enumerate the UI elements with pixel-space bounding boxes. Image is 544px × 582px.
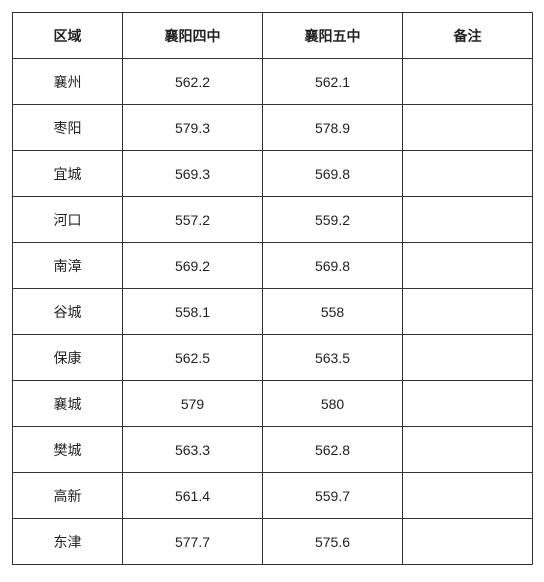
cell-school-1: 563.3 <box>123 427 263 473</box>
cell-region: 河口 <box>13 197 123 243</box>
table-row: 保康 562.5 563.5 <box>13 335 533 381</box>
cell-school-1: 577.7 <box>123 519 263 565</box>
cell-region: 襄城 <box>13 381 123 427</box>
cell-remark <box>403 197 533 243</box>
cell-school-1: 569.2 <box>123 243 263 289</box>
cell-remark <box>403 335 533 381</box>
table-row: 樊城 563.3 562.8 <box>13 427 533 473</box>
cell-school-1: 561.4 <box>123 473 263 519</box>
cell-region: 樊城 <box>13 427 123 473</box>
cell-school-2: 580 <box>263 381 403 427</box>
table-row: 南漳 569.2 569.8 <box>13 243 533 289</box>
score-table: 区域 襄阳四中 襄阳五中 备注 襄州 562.2 562.1 枣阳 579.3 … <box>12 12 533 565</box>
cell-school-2: 559.2 <box>263 197 403 243</box>
table-body: 襄州 562.2 562.1 枣阳 579.3 578.9 宜城 569.3 5… <box>13 59 533 565</box>
cell-region: 宜城 <box>13 151 123 197</box>
cell-school-2: 558 <box>263 289 403 335</box>
cell-remark <box>403 151 533 197</box>
cell-remark <box>403 105 533 151</box>
cell-school-2: 559.7 <box>263 473 403 519</box>
cell-school-2: 578.9 <box>263 105 403 151</box>
cell-remark <box>403 519 533 565</box>
col-header-region: 区域 <box>13 13 123 59</box>
col-header-school-2: 襄阳五中 <box>263 13 403 59</box>
cell-school-2: 562.1 <box>263 59 403 105</box>
cell-region: 高新 <box>13 473 123 519</box>
cell-school-1: 562.2 <box>123 59 263 105</box>
col-header-school-1: 襄阳四中 <box>123 13 263 59</box>
cell-school-1: 569.3 <box>123 151 263 197</box>
cell-remark <box>403 427 533 473</box>
cell-remark <box>403 59 533 105</box>
cell-region: 东津 <box>13 519 123 565</box>
cell-school-2: 569.8 <box>263 243 403 289</box>
table-row: 河口 557.2 559.2 <box>13 197 533 243</box>
cell-remark <box>403 473 533 519</box>
cell-school-1: 562.5 <box>123 335 263 381</box>
cell-school-2: 563.5 <box>263 335 403 381</box>
cell-region: 保康 <box>13 335 123 381</box>
table-header-row: 区域 襄阳四中 襄阳五中 备注 <box>13 13 533 59</box>
table-row: 襄州 562.2 562.1 <box>13 59 533 105</box>
cell-remark <box>403 243 533 289</box>
cell-school-1: 557.2 <box>123 197 263 243</box>
table-row: 高新 561.4 559.7 <box>13 473 533 519</box>
table-row: 枣阳 579.3 578.9 <box>13 105 533 151</box>
cell-school-1: 579.3 <box>123 105 263 151</box>
cell-remark <box>403 381 533 427</box>
cell-region: 襄州 <box>13 59 123 105</box>
table-row: 襄城 579 580 <box>13 381 533 427</box>
cell-school-1: 558.1 <box>123 289 263 335</box>
cell-region: 谷城 <box>13 289 123 335</box>
table-row: 谷城 558.1 558 <box>13 289 533 335</box>
table-row: 宜城 569.3 569.8 <box>13 151 533 197</box>
cell-remark <box>403 289 533 335</box>
cell-school-1: 579 <box>123 381 263 427</box>
cell-region: 枣阳 <box>13 105 123 151</box>
cell-school-2: 569.8 <box>263 151 403 197</box>
col-header-remark: 备注 <box>403 13 533 59</box>
table-row: 东津 577.7 575.6 <box>13 519 533 565</box>
cell-school-2: 575.6 <box>263 519 403 565</box>
cell-region: 南漳 <box>13 243 123 289</box>
cell-school-2: 562.8 <box>263 427 403 473</box>
